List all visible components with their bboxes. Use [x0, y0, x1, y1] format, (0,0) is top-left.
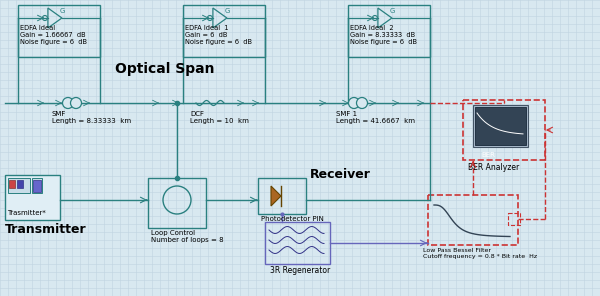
Text: 3R Regenerator: 3R Regenerator [270, 266, 330, 275]
Bar [265, 222, 330, 264]
Text: Trasmitter*: Trasmitter* [7, 210, 46, 216]
Bar [463, 100, 545, 160]
Text: BER: BER [481, 152, 495, 158]
Bar [258, 178, 306, 214]
Circle shape [62, 97, 74, 109]
Text: DCF
Length = 10  km: DCF Length = 10 km [190, 111, 249, 124]
Text: G: G [225, 8, 230, 14]
Text: Loop Control
Number of loops = 8: Loop Control Number of loops = 8 [151, 230, 224, 243]
Bar [8, 178, 30, 193]
Text: G: G [390, 8, 395, 14]
Circle shape [349, 97, 359, 109]
Text: SMF
Length = 8.33333  km: SMF Length = 8.33333 km [52, 111, 131, 124]
Text: EDFA Ideal  2
Gain = 8.33333  dB
Noise figure = 6  dB: EDFA Ideal 2 Gain = 8.33333 dB Noise fig… [350, 25, 417, 45]
Bar [428, 195, 518, 245]
Text: Receiver: Receiver [310, 168, 371, 181]
Bar [508, 213, 520, 225]
Polygon shape [271, 186, 281, 206]
Bar [18, 5, 100, 57]
Text: EDFA Ideal
Gain = 1.66667  dB
Noise figure = 6  dB: EDFA Ideal Gain = 1.66667 dB Noise figur… [20, 25, 87, 45]
Bar [473, 105, 528, 147]
Bar [5, 175, 60, 220]
Bar [17, 180, 23, 188]
Bar [183, 5, 265, 57]
Bar [475, 107, 526, 145]
Text: Low Pass Bessel Filter
Cutoff frequency = 0.8 * Bit rate  Hz: Low Pass Bessel Filter Cutoff frequency … [423, 248, 537, 259]
Text: Optical Span: Optical Span [115, 62, 215, 76]
Circle shape [356, 97, 367, 109]
Text: EDFA Ideal  1
Gain = 6  dB
Noise figure = 6  dB: EDFA Ideal 1 Gain = 6 dB Noise figure = … [185, 25, 252, 45]
Circle shape [71, 97, 82, 109]
Text: Transmitter: Transmitter [5, 223, 86, 236]
Text: SMF 1
Length = 41.6667  km: SMF 1 Length = 41.6667 km [336, 111, 415, 124]
Bar [33, 180, 41, 192]
Bar [32, 178, 42, 193]
Bar [348, 5, 430, 57]
Text: G: G [60, 8, 65, 14]
Text: BER Analyzer: BER Analyzer [468, 163, 519, 172]
Bar [9, 180, 15, 188]
Bar [148, 178, 206, 228]
Text: Photodetector PIN: Photodetector PIN [261, 216, 324, 222]
